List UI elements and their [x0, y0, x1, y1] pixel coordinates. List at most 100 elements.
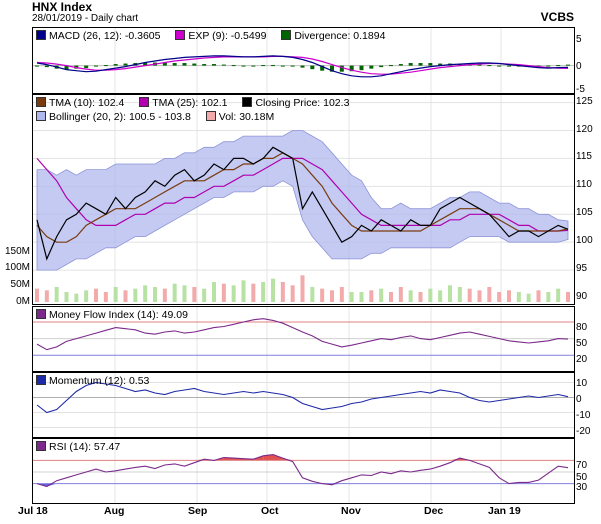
divergence-bar — [349, 65, 354, 72]
volume-bar — [54, 287, 59, 302]
volume-bar — [310, 287, 315, 302]
legend-exp: EXP (9): -0.5499 — [175, 30, 266, 42]
mfi-line — [36, 318, 569, 351]
volume-bar — [162, 288, 167, 302]
x-label: Aug — [104, 505, 125, 517]
divergence-bar — [330, 65, 334, 72]
volume-bar — [74, 293, 79, 302]
volume-bar — [35, 288, 39, 302]
divergence-bar — [271, 65, 275, 67]
volume-bar — [507, 290, 511, 302]
volume-bar — [546, 292, 551, 302]
divergence-bar — [300, 65, 305, 68]
divergence-bar — [182, 63, 187, 66]
divergence-bar — [418, 63, 423, 66]
divergence-bar — [231, 65, 236, 67]
divergence-bar — [339, 65, 344, 72]
volume-bar — [369, 290, 374, 302]
legend-tma25: TMA (25): 102.1 — [139, 97, 228, 109]
momentum-line — [36, 381, 569, 414]
volume-bar — [103, 292, 108, 302]
divergence-bar — [310, 65, 315, 70]
divergence-bar — [221, 64, 226, 66]
price-tick: 125 — [576, 95, 593, 107]
rsi-tick: 50 — [576, 472, 588, 483]
divergence-bar — [556, 65, 561, 67]
volume-bar — [330, 290, 334, 302]
divergence-bar — [172, 63, 177, 66]
divergence-bar — [497, 65, 502, 67]
volume-bar — [398, 287, 403, 302]
mfi-panel: Money Flow Index (14): 49.09 — [32, 306, 575, 372]
volume-bar — [143, 285, 148, 302]
rsi-panel: RSI (14): 57.47 — [32, 438, 575, 504]
divergence-bar — [438, 63, 443, 66]
volume-bar — [379, 288, 384, 302]
macd-legend: MACD (26, 12): -0.3605 EXP (9): -0.5499 … — [36, 30, 397, 42]
volume-bar — [418, 292, 423, 302]
mfi-legend: Money Flow Index (14): 49.09 — [36, 309, 200, 321]
x-axis-labels: Jul 18 Aug Sep Oct Nov Dec Jan 19 — [0, 505, 601, 521]
vol-tick: 50M — [10, 279, 30, 290]
bollinger-band — [36, 130, 569, 271]
divergence-bar — [44, 65, 49, 68]
volume-bar — [231, 285, 236, 302]
volume-bar — [487, 287, 492, 302]
divergence-bar — [84, 65, 89, 69]
vol-tick: 150M — [4, 246, 30, 257]
source-label: VCBS — [540, 10, 574, 24]
tma25-line — [36, 157, 569, 232]
legend-volume: Vol: 30.18M — [205, 111, 274, 123]
volume-bar — [271, 278, 275, 302]
divergence-bar — [212, 64, 216, 66]
price-legend-row2: Bollinger (20, 2): 100.5 - 103.8 Vol: 30… — [36, 111, 286, 123]
volume-bar — [84, 290, 89, 302]
price-tick: 90 — [576, 291, 588, 302]
price-tick: 95 — [576, 263, 588, 275]
divergence-bar — [202, 64, 207, 66]
momentum-tick: 10 — [576, 378, 588, 389]
volume-bar — [212, 282, 216, 302]
rsi-overbought-fill — [282, 458, 293, 461]
vol-tick: 0M — [16, 296, 30, 307]
volume-bar — [113, 287, 118, 302]
divergence-bar — [143, 62, 148, 66]
volume-bar — [251, 283, 256, 302]
price-tick: 100 — [576, 235, 593, 247]
x-label: Oct — [261, 505, 279, 517]
closing-price-line — [36, 146, 569, 261]
divergence-bar — [398, 64, 403, 66]
volume-bar — [349, 292, 354, 302]
price-legend-row1: TMA (10): 102.4 TMA (25): 102.1 Closing … — [36, 97, 361, 109]
rsi-oversold-fill — [46, 483, 57, 487]
momentum-tick: -10 — [576, 410, 591, 421]
volume-bar — [133, 288, 138, 302]
volume-bar — [448, 285, 452, 302]
volume-bar — [536, 290, 541, 302]
divergence-bar — [487, 65, 492, 67]
volume-bar — [477, 290, 482, 302]
volume-bar — [556, 288, 561, 302]
price-tick: 115 — [576, 151, 592, 163]
divergence-bar — [379, 65, 384, 68]
divergence-bar — [162, 62, 167, 66]
volume-bar — [457, 287, 462, 302]
divergence-bar — [251, 65, 256, 67]
exp-line — [36, 55, 569, 75]
momentum-tick: -20 — [576, 426, 591, 437]
x-label: Jan 19 — [488, 505, 521, 517]
rsi-oversold-fill — [37, 483, 47, 487]
volume-bar — [359, 292, 364, 302]
volume-bar — [64, 292, 69, 302]
price-tick: 120 — [576, 123, 593, 135]
rsi-overbought-fill — [459, 458, 470, 461]
volume-bar — [192, 287, 197, 302]
divergence-bar — [35, 65, 39, 67]
price-tick: 105 — [576, 207, 593, 219]
rsi-legend: RSI (14): 57.47 — [36, 441, 132, 453]
volume-bar — [389, 292, 393, 302]
volume-bar — [497, 292, 502, 302]
rsi-overbought-fill — [214, 457, 224, 461]
momentum-tick: 0 — [576, 394, 582, 405]
volume-bar — [438, 290, 443, 302]
